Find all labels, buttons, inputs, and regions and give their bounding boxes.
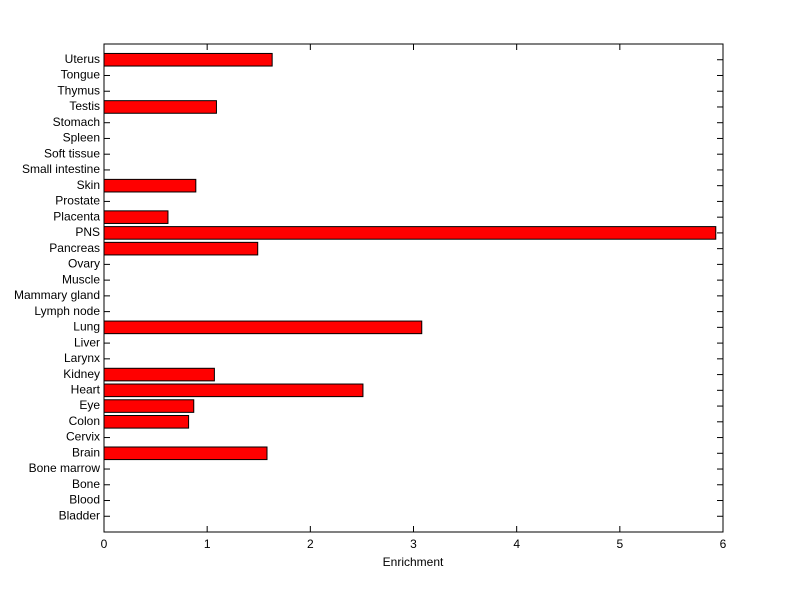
bar [103,399,195,413]
y-tick-label: Larynx [64,351,100,365]
y-tick-label: Soft tissue [44,146,100,160]
y-tick-label: Eye [79,398,100,412]
bar [103,52,273,67]
y-tick-label: Skin [77,178,100,192]
x-axis-label: Enrichment [383,555,444,569]
y-tick-label: Blood [69,493,100,507]
y-tick-label: Uterus [65,52,100,66]
y-tick-label: Small intestine [22,162,100,176]
bar [103,415,190,429]
y-tick-label: Ovary [68,257,100,271]
bar [103,100,217,114]
bar [103,210,169,224]
x-tick-label: 5 [616,537,623,551]
y-tick-label: Testis [69,99,100,113]
y-tick-label: Mammary gland [14,288,100,302]
y-tick-label: Muscle [62,272,100,286]
x-tick-label: 3 [410,537,417,551]
y-tick-label: Bone marrow [29,461,101,475]
y-tick-label: Bladder [59,508,100,522]
y-tick-label: Liver [74,335,100,349]
y-tick-label: Prostate [55,194,100,208]
bar [103,241,259,256]
y-tick-label: Lymph node [34,304,100,318]
y-tick-label: Kidney [63,367,100,381]
y-tick-label: Lung [73,320,100,334]
bar [103,383,364,398]
x-tick-label: 1 [204,537,211,551]
bar [103,367,215,382]
y-tick-label: Tongue [61,68,101,82]
y-tick-label: Bone [72,477,100,491]
x-tick-label: 0 [101,537,108,551]
y-tick-label: Pancreas [49,241,100,255]
x-tick-label: 6 [720,537,727,551]
y-tick-label: Stomach [53,115,100,129]
y-tick-label: Colon [69,414,100,428]
x-tick-label: 2 [307,537,314,551]
y-tick-label: Placenta [53,209,100,223]
bar [103,226,717,240]
bar [103,446,268,461]
x-tick-label: 4 [513,537,520,551]
plot-frame [103,43,724,533]
y-tick-label: Brain [72,445,100,459]
y-tick-label: PNS [75,225,100,239]
y-tick-label: Heart [71,382,101,396]
y-tick-label: Thymus [57,83,100,97]
bar [103,178,197,193]
y-tick-label: Cervix [66,430,100,444]
bar [103,320,423,335]
y-tick-label: Spleen [63,131,100,145]
